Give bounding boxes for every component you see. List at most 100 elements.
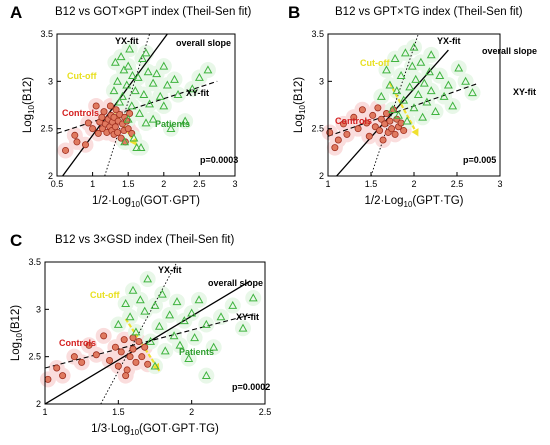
x-tick-label: 2.5	[193, 179, 206, 189]
patient-point	[113, 76, 122, 85]
patient-point	[128, 71, 137, 80]
y-tick-label: 2	[36, 399, 41, 409]
patient-halo	[184, 80, 201, 97]
patient-point	[187, 84, 197, 93]
patient-halo	[404, 58, 421, 75]
control-point	[371, 123, 379, 131]
patient-halo	[431, 67, 448, 84]
y-tick-label: 3	[319, 76, 324, 86]
control-point	[114, 128, 122, 136]
x-tick-label: 1	[42, 407, 47, 417]
yx-fit-label: YX-fit	[437, 36, 461, 46]
controls-label: Controls	[62, 108, 99, 118]
x-tick-label: 0.5	[51, 179, 64, 189]
control-point	[117, 348, 125, 356]
point-halos	[39, 271, 262, 388]
patient-point	[154, 321, 164, 330]
patient-point	[118, 91, 127, 100]
patient-point	[431, 106, 440, 116]
patient-halo	[154, 286, 171, 303]
control-point	[106, 102, 114, 110]
control-point	[132, 358, 140, 366]
patient-halo	[120, 58, 137, 75]
cutoff-label: Cut-off	[360, 58, 390, 68]
patient-halo	[416, 75, 433, 92]
patient-point	[394, 110, 403, 119]
x-axis-label: 1/3·Log10(GOT·GPT·TG)	[91, 423, 219, 437]
patient-halo	[111, 94, 128, 111]
controls-label: Controls	[59, 338, 96, 348]
x-axis-label: 1/2·Log10(GPT·TG)	[364, 195, 463, 209]
patient-halo	[124, 67, 141, 84]
patient-point	[119, 65, 129, 74]
patient-point	[216, 312, 226, 321]
patient-halo	[152, 88, 169, 105]
control-point	[44, 375, 52, 383]
patient-point	[425, 67, 434, 76]
patient-halo	[161, 307, 178, 324]
patient-point	[139, 89, 149, 98]
patient-halo	[132, 291, 149, 308]
patient-halo	[109, 73, 126, 90]
control-point	[106, 356, 114, 364]
control-point	[365, 132, 373, 140]
p-value-label: p=0.0003	[200, 155, 238, 165]
patient-point	[123, 61, 133, 70]
control-point	[78, 358, 86, 366]
patient-point	[125, 312, 135, 321]
patient-point	[461, 76, 471, 85]
patient-halo	[135, 86, 152, 103]
patient-point	[132, 142, 142, 151]
y-tick-label: 2	[319, 171, 324, 181]
patient-point	[238, 323, 248, 332]
patient-point	[165, 310, 175, 319]
patient-halo	[118, 77, 135, 94]
patient-halo	[169, 293, 185, 310]
patient-point	[148, 114, 158, 123]
control-point	[334, 136, 342, 144]
patient-point	[179, 316, 189, 325]
control-point	[62, 146, 70, 154]
control-point	[391, 130, 399, 138]
patient-halo	[191, 69, 208, 86]
patient-point	[190, 333, 200, 342]
patient-halo	[418, 94, 435, 111]
cutoff-arrow	[388, 82, 420, 137]
control-point	[339, 120, 347, 128]
x-tick-label: 1.5	[112, 407, 125, 417]
patient-halo	[183, 305, 200, 322]
patient-halo	[110, 316, 127, 333]
patient-point	[135, 295, 145, 304]
patient-halo	[127, 82, 144, 99]
patient-point	[376, 91, 386, 100]
control-point	[363, 119, 371, 127]
patient-point	[409, 42, 419, 51]
patient-halo	[140, 63, 157, 80]
control-point	[129, 345, 137, 353]
control-point	[381, 120, 389, 128]
patient-halo	[387, 50, 404, 67]
control-point	[369, 111, 377, 119]
control-point	[350, 113, 358, 121]
control-point	[59, 372, 67, 380]
patient-point	[194, 72, 204, 81]
point-halos	[321, 39, 481, 156]
patient-point	[413, 89, 423, 98]
patient-point	[203, 65, 213, 74]
control-point	[358, 106, 366, 114]
patient-point	[399, 95, 409, 104]
control-point	[92, 351, 100, 359]
control-point	[122, 372, 130, 380]
patient-point	[409, 103, 419, 112]
patient-halo	[457, 73, 474, 90]
control-point	[100, 332, 108, 340]
patient-point	[184, 353, 194, 362]
patient-halo	[198, 316, 215, 333]
patient-halo	[199, 61, 216, 78]
control-point	[374, 104, 382, 112]
control-point	[386, 117, 394, 125]
control-point	[100, 108, 108, 116]
x-tick-label: 1.5	[122, 179, 135, 189]
patient-halo	[444, 97, 461, 114]
patient-halo	[141, 96, 158, 113]
